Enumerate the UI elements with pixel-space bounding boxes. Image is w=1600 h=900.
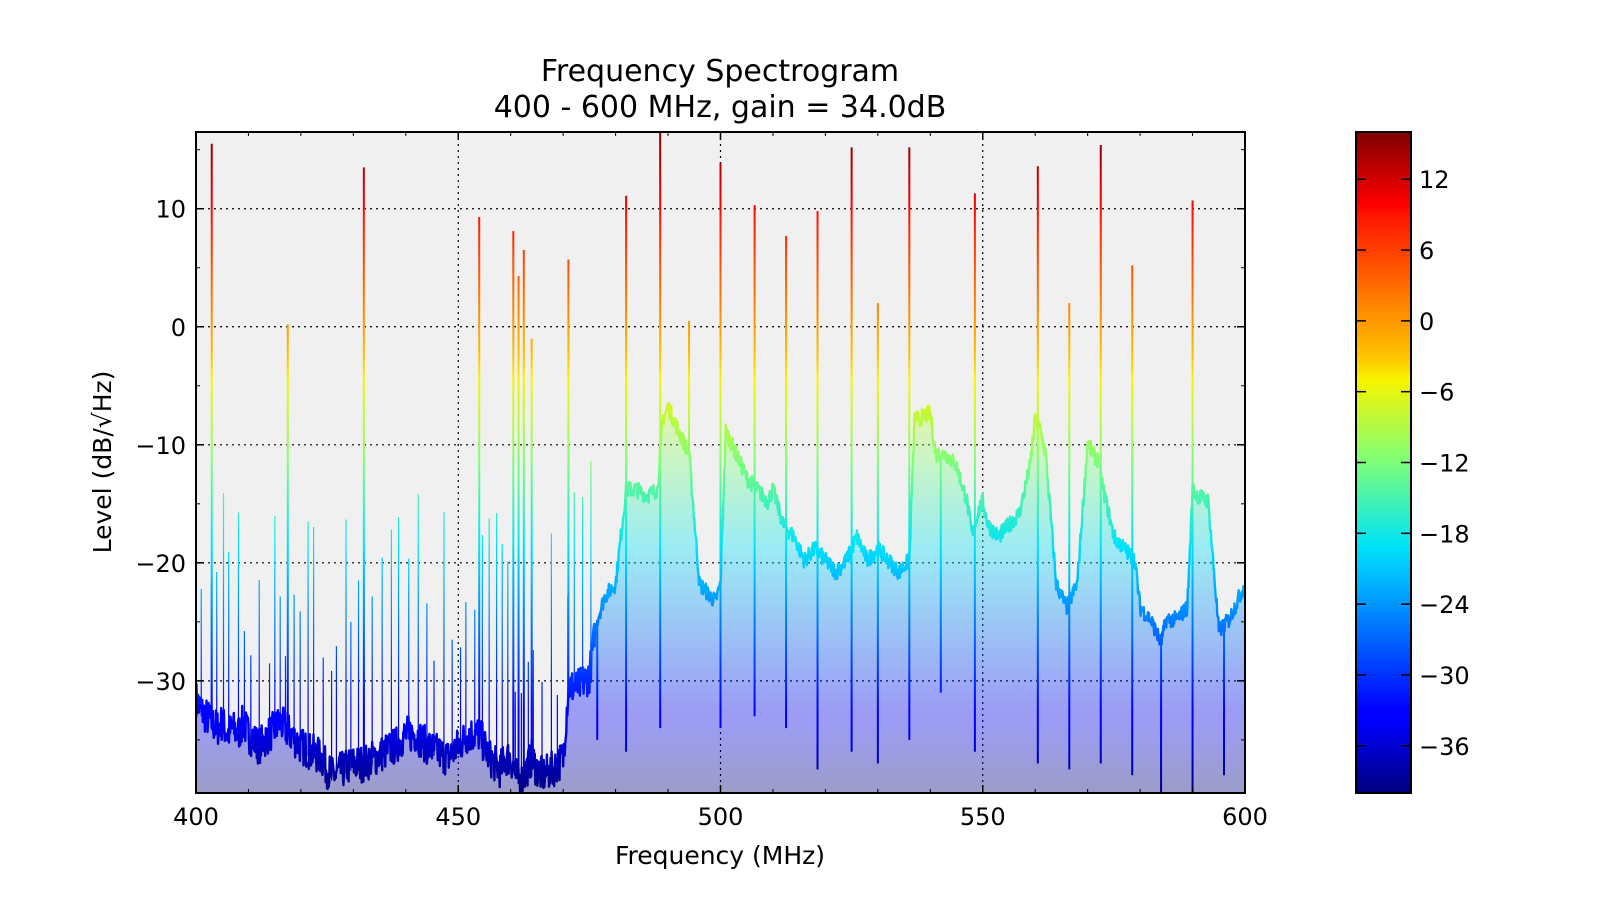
x-axis-ticks: 400 450 500 550 600: [173, 132, 1268, 831]
colorbar-tick-label: −18: [1419, 520, 1470, 548]
y-tick-label: 0: [171, 314, 186, 342]
colorbar-ticks: −36 −30 −24 −18 −12 −6 0 6 12: [1356, 166, 1470, 761]
x-tick-label: 600: [1222, 803, 1268, 831]
y-tick-label: 10: [155, 196, 186, 224]
chart-title: Frequency Spectrogram: [541, 54, 899, 89]
colorbar-tick-label: −12: [1419, 450, 1470, 478]
x-tick-label: 550: [960, 803, 1006, 831]
colorbar-tick-label: 6: [1419, 237, 1434, 265]
y-tick-label: −30: [135, 668, 186, 696]
x-tick-label: 500: [698, 803, 744, 831]
chart-subtitle: 400 - 600 MHz, gain = 34.0dB: [494, 90, 947, 125]
colorbar-tick-label: −30: [1419, 662, 1470, 690]
colorbar-tick-label: −36: [1419, 733, 1470, 761]
colorbar-tick-label: −6: [1419, 379, 1454, 407]
y-tick-label: −20: [135, 550, 186, 578]
y-tick-label: −10: [135, 432, 186, 460]
y-axis-label: Level (dB/√Hz): [88, 371, 117, 554]
spectrum-trace: [196, 402, 1245, 793]
x-tick-label: 400: [173, 803, 219, 831]
y-axis-ticks: −30 −20 −10 0 10: [135, 149, 1245, 741]
x-axis-label: Frequency (MHz): [615, 841, 825, 870]
colorbar-tick-label: 12: [1419, 166, 1450, 194]
spectrum-spikes: [200, 132, 1226, 793]
colorbar-tick-label: −24: [1419, 591, 1470, 619]
x-tick-label: 450: [435, 803, 481, 831]
colorbar-tick-label: 0: [1419, 308, 1434, 336]
